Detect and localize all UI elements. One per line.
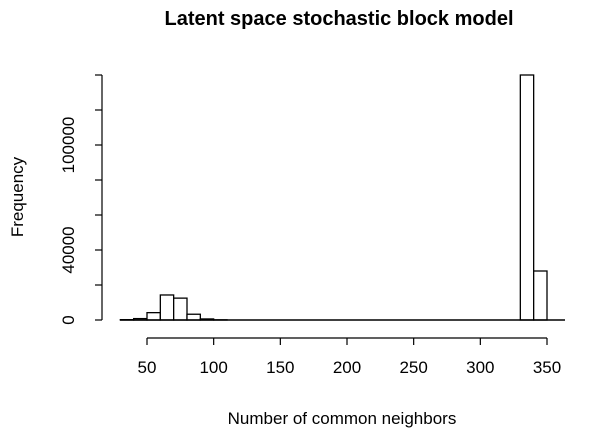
x-axis-label: Number of common neighbors — [228, 409, 457, 428]
y-axis-label: Frequency — [8, 156, 27, 237]
y-tick-label: 100000 — [59, 117, 78, 174]
histogram-bar — [146, 311, 161, 321]
x-tick-label: 100 — [199, 358, 227, 377]
histogram-bar — [519, 74, 535, 321]
x-axis: 50 100 150 200 250 300 350 — [138, 337, 561, 377]
histogram-bar — [173, 297, 188, 321]
histogram-bar — [186, 313, 201, 321]
x-tick-label: 350 — [533, 358, 561, 377]
x-tick-label: 300 — [466, 358, 494, 377]
x-tick-label: 150 — [266, 358, 294, 377]
histogram-bar — [159, 294, 175, 321]
bars — [119, 74, 548, 321]
x-tick-label: 250 — [399, 358, 427, 377]
y-axis: 0 40000 100000 — [59, 74, 103, 325]
y-tick-label: 40000 — [59, 226, 78, 273]
x-tick-label: 50 — [138, 358, 157, 377]
histogram-bar — [533, 270, 548, 321]
y-tick-label: 0 — [59, 315, 78, 324]
chart-title: Latent space stochastic block model — [165, 8, 514, 30]
x-tick-label: 200 — [333, 358, 361, 377]
